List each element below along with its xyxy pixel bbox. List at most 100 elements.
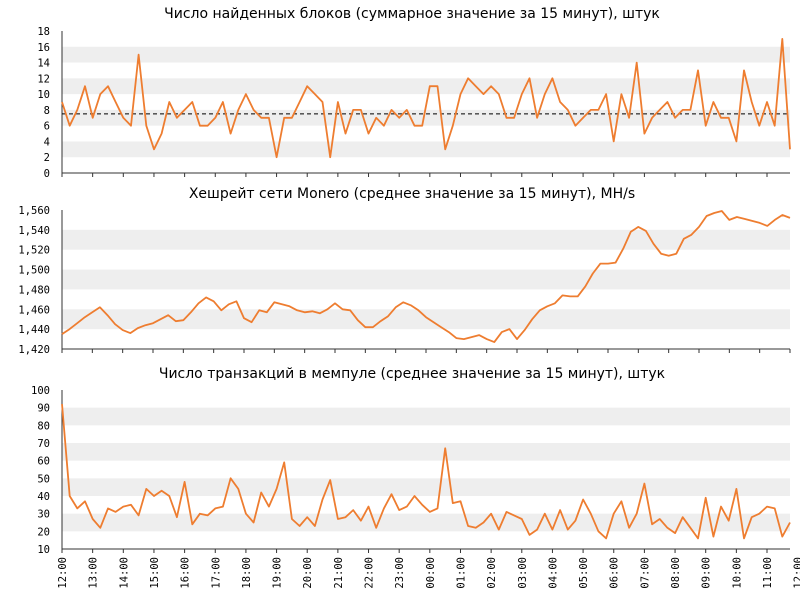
data-point xyxy=(743,537,745,539)
data-point xyxy=(387,315,389,317)
data-point xyxy=(145,488,147,490)
data-point xyxy=(659,109,661,111)
data-point xyxy=(383,125,385,127)
data-point xyxy=(452,502,454,504)
data-point xyxy=(99,306,101,308)
data-point xyxy=(628,527,630,529)
data-point xyxy=(311,310,313,312)
data-point xyxy=(574,520,576,522)
grid-band xyxy=(62,141,790,158)
data-point xyxy=(651,117,653,119)
data-point xyxy=(524,329,526,331)
data-point xyxy=(781,536,783,538)
data-point xyxy=(276,156,278,158)
y-tick-label: 80 xyxy=(37,420,50,432)
data-point xyxy=(433,321,435,323)
data-point xyxy=(99,527,101,529)
data-point xyxy=(84,500,86,502)
data-point xyxy=(364,326,366,328)
data-point xyxy=(544,93,546,95)
data-point xyxy=(528,534,530,536)
data-point xyxy=(398,117,400,119)
data-point xyxy=(562,294,564,296)
data-point xyxy=(69,495,71,497)
data-point xyxy=(243,317,245,319)
x-tick-label: 07:00 xyxy=(639,557,651,589)
data-point xyxy=(230,477,232,479)
data-point xyxy=(643,133,645,135)
data-point xyxy=(69,125,71,127)
data-point xyxy=(559,509,561,511)
data-point xyxy=(144,324,146,326)
data-point xyxy=(299,101,301,103)
data-point xyxy=(498,93,500,95)
grid-band xyxy=(62,229,790,250)
data-point xyxy=(337,518,339,520)
data-point xyxy=(326,308,328,310)
data-point xyxy=(268,506,270,508)
grid-band xyxy=(62,78,790,95)
y-tick-label: 1,500 xyxy=(18,265,50,277)
data-point xyxy=(410,304,412,306)
data-point xyxy=(245,93,247,95)
data-point xyxy=(334,302,336,304)
grid-band xyxy=(62,443,790,461)
data-point xyxy=(660,253,662,255)
data-point xyxy=(161,133,163,135)
data-point xyxy=(352,109,354,111)
data-point xyxy=(76,507,78,509)
y-tick-label: 10 xyxy=(37,544,50,556)
data-point xyxy=(251,321,253,323)
data-point xyxy=(253,522,255,524)
data-point xyxy=(304,311,306,313)
data-point xyxy=(190,311,192,313)
data-point xyxy=(440,326,442,328)
data-point xyxy=(501,331,503,333)
grid-band xyxy=(62,269,790,290)
data-point xyxy=(383,507,385,509)
data-point xyxy=(736,216,738,218)
data-point xyxy=(291,518,293,520)
data-point xyxy=(176,516,178,518)
data-point xyxy=(713,212,715,214)
data-point xyxy=(61,333,63,335)
data-point xyxy=(153,148,155,150)
data-point xyxy=(735,488,737,490)
data-point xyxy=(781,38,783,40)
data-point xyxy=(138,514,140,516)
y-tick-label: 2 xyxy=(44,152,50,164)
chart-1: Число найденных блоков (суммарное значен… xyxy=(37,6,791,180)
data-point xyxy=(342,308,344,310)
data-point xyxy=(493,341,495,343)
data-point xyxy=(306,85,308,87)
data-point xyxy=(467,77,469,79)
y-tick-label: 30 xyxy=(37,509,50,521)
data-point xyxy=(289,305,291,307)
chart-title: Хешрейт сети Monero (среднее значение за… xyxy=(189,186,635,202)
data-point xyxy=(337,101,339,103)
x-tick-label: 22:00 xyxy=(364,557,376,589)
x-tick-label: 16:00 xyxy=(180,557,192,589)
data-point xyxy=(368,133,370,135)
data-point xyxy=(230,133,232,135)
data-point xyxy=(505,117,507,119)
data-point xyxy=(490,513,492,515)
data-point xyxy=(774,507,776,509)
data-point xyxy=(115,511,117,513)
data-point xyxy=(751,101,753,103)
chart-2: Хешрейт сети Monero (среднее значение за… xyxy=(18,186,791,356)
data-point xyxy=(228,303,230,305)
data-point xyxy=(675,253,677,255)
data-point xyxy=(260,117,262,119)
x-tick-label: 04:00 xyxy=(547,557,559,589)
data-point xyxy=(697,69,699,71)
data-point xyxy=(429,511,431,513)
data-point xyxy=(395,306,397,308)
y-tick-label: 8 xyxy=(44,105,50,117)
y-tick-label: 1,460 xyxy=(18,304,50,316)
y-tick-label: 100 xyxy=(31,385,50,397)
data-point xyxy=(789,217,791,219)
data-point xyxy=(107,85,109,87)
data-point xyxy=(421,125,423,127)
